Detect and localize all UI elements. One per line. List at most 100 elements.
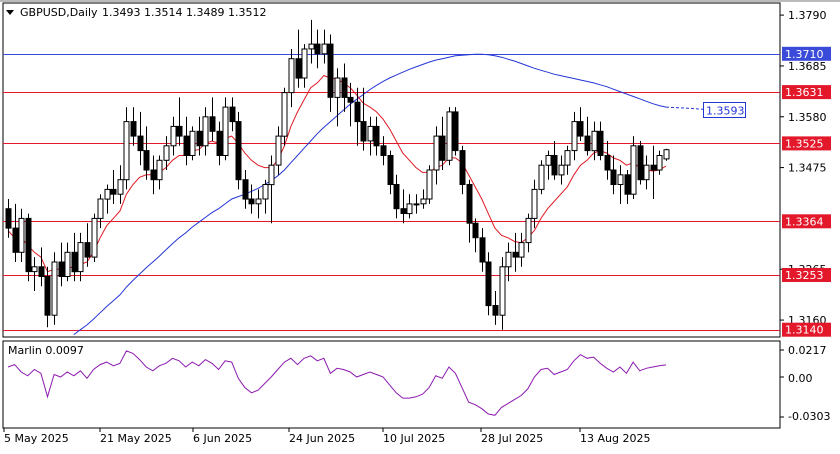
level-badge-1.3710: 1.3710 — [782, 46, 831, 61]
candle — [327, 34, 334, 112]
ma-value-label: 1.3593 — [703, 102, 746, 118]
candle — [380, 136, 387, 166]
candle-body-up — [51, 261, 58, 316]
candle — [196, 116, 203, 156]
candle — [459, 145, 466, 195]
date-tick-label: 24 Jun 2025 — [289, 432, 355, 445]
date-tick-label: 28 Jul 2025 — [481, 432, 543, 445]
candle-body-down — [380, 145, 387, 157]
candle — [170, 116, 177, 156]
candle — [393, 174, 400, 219]
candle — [209, 97, 216, 141]
candle — [452, 107, 459, 156]
candle — [143, 126, 150, 180]
candle-body-up — [262, 184, 269, 200]
candle-body-up — [156, 159, 163, 181]
level-badge-1.3525: 1.3525 — [782, 136, 831, 151]
level-badge-text: 1.3253 — [785, 269, 824, 282]
candle — [38, 247, 45, 287]
candle-body-down — [58, 261, 65, 277]
candle — [84, 223, 91, 267]
candle-body-down — [459, 150, 466, 186]
candle-body-up — [406, 203, 413, 215]
candle-body-up — [77, 242, 84, 273]
candle-body-up — [123, 121, 130, 181]
ma-value-label-box — [703, 102, 746, 118]
candle-body-up — [545, 155, 552, 166]
candle — [643, 155, 650, 190]
candle — [531, 179, 538, 229]
candle-body-down — [577, 121, 584, 137]
candle — [176, 97, 183, 146]
candle-body-down — [466, 184, 473, 224]
candle — [321, 29, 328, 64]
candle — [44, 266, 51, 328]
candle — [12, 203, 19, 262]
candle-body-up — [420, 198, 427, 205]
candle-body-down — [400, 208, 407, 214]
date-tick-label: 21 May 2025 — [100, 432, 172, 445]
candle — [31, 257, 38, 291]
candle — [301, 44, 308, 88]
candle — [189, 126, 196, 161]
candle — [235, 111, 242, 190]
candle — [564, 145, 571, 175]
candle — [538, 160, 545, 195]
candle-body-down — [485, 261, 492, 307]
candle-body-down — [71, 251, 78, 273]
candle-body-up — [117, 179, 124, 195]
candle — [58, 242, 65, 287]
candle-body-down — [44, 276, 51, 316]
candle — [163, 136, 170, 170]
date-tick-label: 5 May 2025 — [4, 432, 69, 445]
candle-body-down — [84, 242, 91, 258]
candle-body-up — [663, 149, 670, 160]
candle-body-up — [413, 203, 420, 206]
candle-body-down — [341, 77, 348, 98]
candle-body-up — [281, 92, 288, 137]
candle — [5, 199, 12, 238]
candle — [571, 111, 578, 161]
indicator-label: Marlin 0.0097 — [8, 344, 84, 357]
candle-body-down — [354, 101, 361, 123]
candle-body-down — [452, 111, 459, 152]
candle-body-down — [183, 135, 190, 157]
candle-body-up — [301, 48, 308, 79]
level-badge-bg — [782, 322, 831, 337]
candle-body-up — [104, 188, 111, 200]
candle — [492, 291, 499, 325]
level-badge-1.3253: 1.3253 — [782, 268, 831, 282]
candle — [288, 49, 295, 108]
candle — [426, 165, 433, 204]
candle — [341, 63, 348, 112]
candle-body-down — [314, 43, 321, 55]
candle-body-up — [643, 164, 650, 181]
candle-body-down — [229, 106, 236, 123]
level-badge-text: 1.3140 — [785, 324, 824, 337]
candle-body-up — [446, 111, 453, 161]
ma-value-label-text: 1.3593 — [706, 105, 745, 118]
candle-body-down — [143, 150, 150, 171]
level-badge-bg — [782, 136, 831, 151]
candle-body-up — [255, 198, 262, 205]
candle — [485, 252, 492, 316]
candle — [314, 29, 321, 69]
candle-body-up — [91, 217, 98, 258]
candle-body-down — [373, 125, 380, 147]
candle — [656, 150, 663, 175]
candle-body-down — [347, 96, 354, 103]
candle-body-up — [308, 43, 315, 50]
symbol-menu-triangle-icon[interactable] — [6, 10, 14, 15]
slow-ma-line — [73, 53, 667, 336]
candle — [242, 170, 249, 209]
candle — [130, 107, 137, 146]
candle-body-up — [31, 266, 38, 273]
candle-body-down — [439, 135, 446, 161]
candle — [446, 107, 453, 166]
candle — [18, 208, 25, 262]
candle-body-down — [12, 227, 19, 253]
candle — [604, 141, 611, 180]
candle — [137, 111, 144, 166]
candle-body-up — [18, 217, 25, 253]
